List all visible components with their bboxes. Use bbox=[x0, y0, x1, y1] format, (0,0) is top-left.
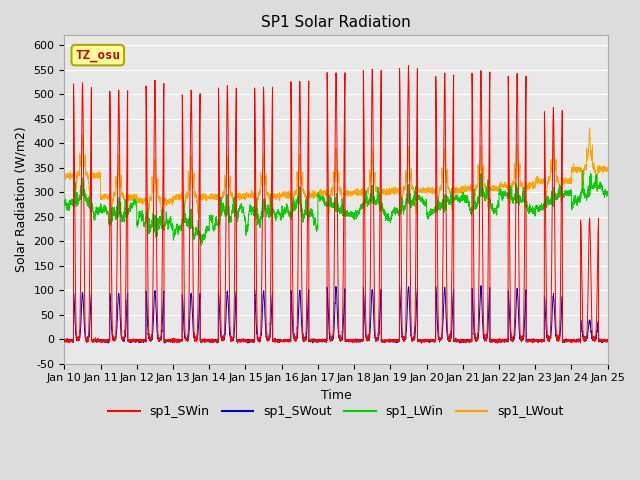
Y-axis label: Solar Radiation (W/m2): Solar Radiation (W/m2) bbox=[15, 127, 28, 273]
Title: SP1 Solar Radiation: SP1 Solar Radiation bbox=[261, 15, 411, 30]
X-axis label: Time: Time bbox=[321, 389, 351, 402]
Legend: sp1_SWin, sp1_SWout, sp1_LWin, sp1_LWout: sp1_SWin, sp1_SWout, sp1_LWin, sp1_LWout bbox=[103, 400, 568, 423]
Text: TZ_osu: TZ_osu bbox=[76, 48, 120, 61]
